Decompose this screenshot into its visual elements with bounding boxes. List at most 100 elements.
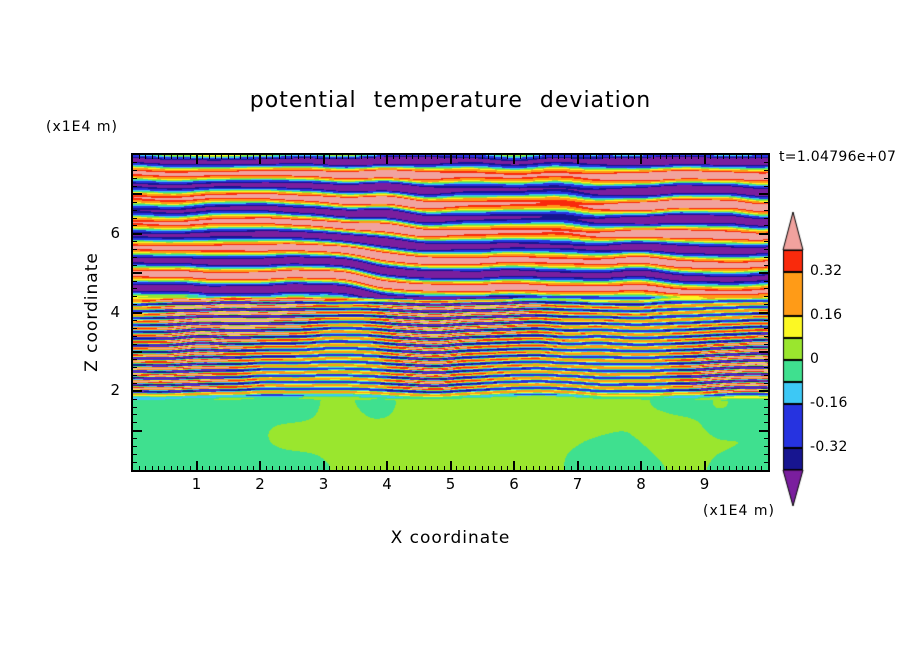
tick-mark: [716, 466, 718, 470]
tick-mark: [133, 382, 137, 384]
tick-mark: [133, 201, 137, 203]
time-annotation: t=1.04796e+07: [779, 149, 897, 165]
tick-mark: [742, 466, 744, 470]
tick-mark: [764, 414, 768, 416]
tick-mark: [133, 327, 137, 329]
tick-mark: [462, 466, 464, 470]
tick-mark: [576, 461, 579, 470]
tick-mark: [469, 155, 471, 159]
tick-mark: [634, 466, 636, 470]
tick-mark: [215, 466, 217, 470]
tick-mark: [272, 155, 274, 159]
tick-mark: [297, 466, 299, 470]
tick-mark: [764, 327, 768, 329]
tick-mark: [176, 466, 178, 470]
tick-mark: [221, 466, 223, 470]
tick-mark: [133, 232, 142, 235]
tick-mark: [697, 466, 699, 470]
tick-mark: [684, 466, 686, 470]
tick-mark: [133, 217, 137, 219]
tick-mark: [430, 466, 432, 470]
tick-mark: [342, 466, 344, 470]
tick-mark: [764, 398, 768, 400]
tick-mark: [284, 466, 286, 470]
tick-mark: [399, 466, 401, 470]
chart-title: potential temperature deviation: [249, 88, 652, 113]
tick-mark: [764, 461, 768, 463]
tick-mark: [133, 178, 137, 180]
tick-mark: [691, 155, 693, 159]
tick-mark: [164, 155, 166, 159]
tick-mark: [653, 466, 655, 470]
tick-mark: [246, 466, 248, 470]
tick-mark: [764, 162, 768, 164]
tick-mark: [764, 280, 768, 282]
tick-mark: [133, 375, 137, 376]
tick-mark: [259, 461, 261, 470]
tick-mark: [354, 155, 356, 159]
x-tick-label: 9: [699, 475, 710, 493]
tick-mark: [234, 466, 236, 470]
tick-mark: [265, 466, 267, 470]
tick-mark: [405, 155, 407, 159]
tick-mark: [764, 209, 768, 211]
tick-mark: [310, 466, 312, 470]
tick-mark: [462, 155, 464, 159]
tick-mark: [665, 466, 667, 470]
colorbar: [780, 210, 806, 510]
tick-mark: [278, 466, 280, 470]
tick-mark: [615, 466, 617, 470]
tick-mark: [133, 272, 142, 275]
tick-mark: [437, 466, 439, 470]
tick-mark: [411, 466, 413, 470]
tick-mark: [475, 155, 477, 159]
tick-mark: [621, 466, 623, 470]
tick-mark: [764, 438, 768, 439]
tick-mark: [424, 155, 426, 159]
tick-mark: [145, 466, 147, 470]
tick-mark: [259, 155, 261, 164]
tick-mark: [748, 466, 750, 470]
tick-mark: [133, 359, 137, 361]
tick-mark: [354, 466, 356, 470]
tick-mark: [691, 466, 693, 470]
tick-mark: [764, 422, 768, 424]
tick-mark: [303, 155, 305, 159]
colorbar-tick-label: 0.32: [810, 263, 843, 279]
tick-mark: [576, 155, 579, 164]
tick-mark: [253, 466, 255, 470]
tick-mark: [449, 155, 452, 164]
tick-mark: [475, 466, 477, 470]
colorbar-tick-label: -0.32: [810, 439, 848, 455]
tick-mark: [665, 155, 667, 159]
tick-mark: [764, 186, 768, 187]
tick-mark: [764, 382, 768, 384]
tick-mark: [710, 155, 712, 159]
tick-mark: [519, 155, 521, 159]
tick-mark: [430, 155, 432, 159]
tick-mark: [564, 155, 566, 159]
tick-mark: [754, 466, 756, 470]
tick-mark: [215, 155, 217, 159]
tick-mark: [133, 438, 137, 439]
tick-mark: [392, 466, 394, 470]
tick-mark: [532, 466, 534, 470]
x-axis-label: X coordinate: [390, 528, 511, 548]
tick-mark: [133, 398, 137, 400]
tick-mark: [729, 466, 731, 470]
tick-mark: [640, 155, 642, 164]
tick-mark: [640, 461, 642, 470]
tick-mark: [500, 155, 502, 159]
tick-mark: [764, 264, 768, 266]
tick-mark: [157, 466, 159, 470]
tick-mark: [380, 466, 382, 470]
tick-mark: [157, 155, 159, 159]
tick-mark: [621, 155, 623, 159]
tick-mark: [551, 155, 553, 159]
tick-mark: [532, 155, 534, 159]
tick-mark: [759, 390, 768, 393]
y-tick-label: 2: [110, 381, 120, 400]
tick-mark: [272, 466, 274, 470]
tick-mark: [189, 155, 191, 159]
tick-mark: [710, 466, 712, 470]
